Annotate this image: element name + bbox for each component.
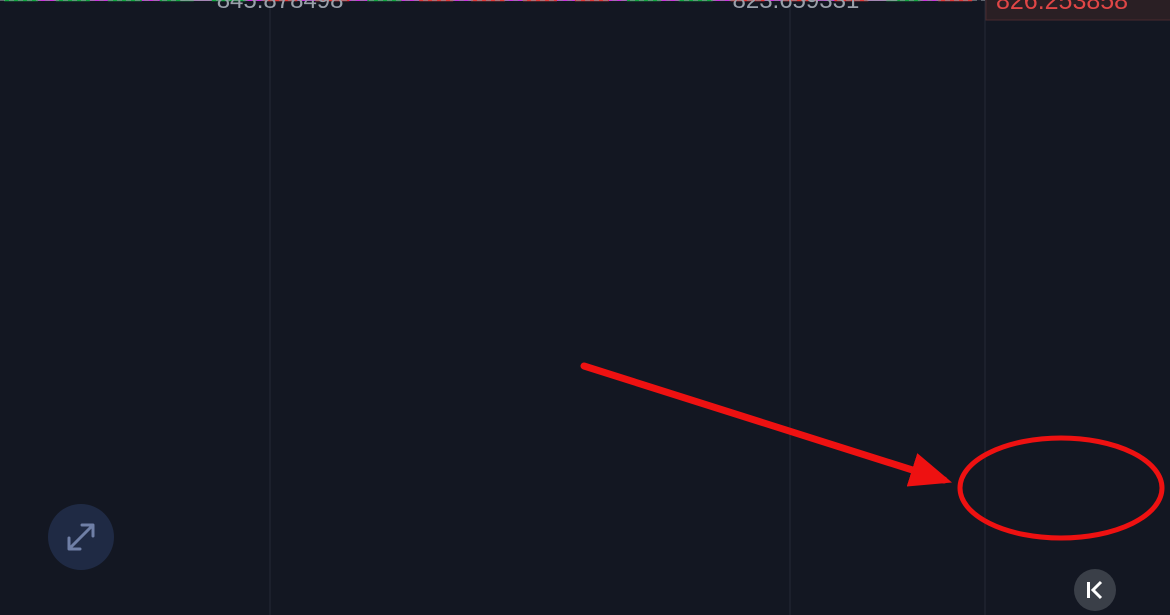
trend-arrow [580, 362, 953, 487]
current-price-label: 826.253858 [996, 0, 1128, 15]
grid-lines [0, 0, 986, 615]
price-highlight-ellipse [957, 435, 1165, 541]
expand-chart-button[interactable] [48, 504, 114, 570]
annotations [580, 362, 1165, 541]
current-price-badge: 826.253858 [985, 0, 1170, 21]
high-marker-label: 845.878498 [217, 0, 344, 14]
expand-arrows-icon [67, 523, 95, 551]
low-marker-label: 823.659331 [733, 0, 860, 14]
scroll-to-latest-button[interactable] [1074, 569, 1116, 611]
extreme-markers: 845.878498 823.659331 [180, 0, 898, 14]
current-price-badge-bg [985, 0, 1170, 21]
scroll-to-latest-icon [1087, 580, 1103, 600]
